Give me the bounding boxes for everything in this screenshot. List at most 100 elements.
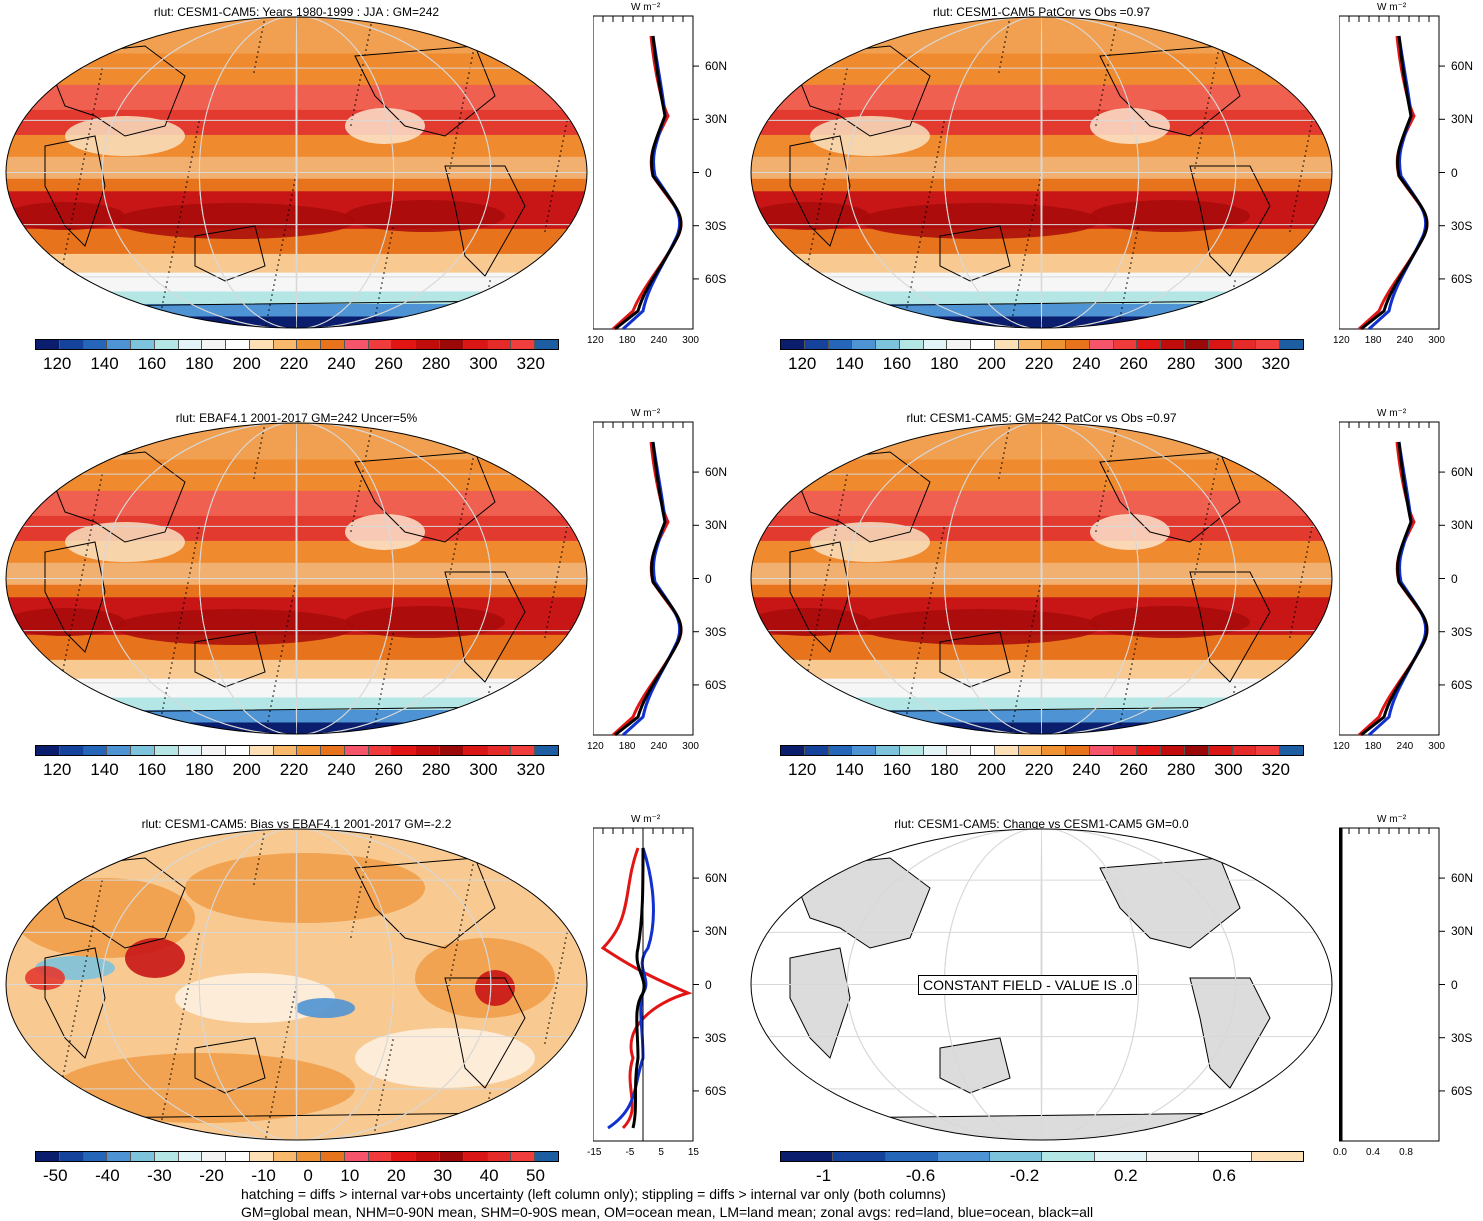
colorbar-swatch (368, 340, 393, 349)
coastline (939, 225, 1011, 282)
stipple-dot (89, 534, 91, 536)
stipple-dot (175, 642, 177, 644)
colorbar-labels: 120 140 160 180 200 220 240 260 280 300 320 (788, 354, 1290, 374)
stipple-dot (1133, 653, 1135, 655)
stipple-dot (457, 939, 459, 941)
stipple-dot (447, 989, 449, 991)
stipple-dot (256, 56, 258, 58)
stipple-dot (924, 216, 926, 218)
stipple-dot (370, 836, 372, 838)
stipple-dot (943, 527, 945, 529)
colorbar-swatch (297, 1152, 322, 1161)
stipple-dot (1024, 660, 1026, 662)
stipple-dot (190, 567, 192, 569)
stipple-dot (58, 1095, 60, 1097)
colorbar-swatch (463, 340, 488, 349)
stipple-dot (80, 579, 82, 581)
graticule-meridian (295, 423, 298, 734)
stipple-dot (83, 564, 85, 566)
stipple-dot (842, 494, 844, 496)
colorbar-swatch (440, 340, 464, 349)
stipple-dot (361, 69, 363, 71)
colorbar-label: 320 (516, 760, 545, 779)
stipple-dot (267, 314, 269, 316)
stipple-dot (1005, 36, 1007, 38)
colorbar-label: 280 (1166, 760, 1196, 779)
stipple-dot (1028, 640, 1030, 642)
stipple-dot (840, 98, 842, 100)
zonal-x-tick: 0.8 (1399, 1147, 1413, 1158)
zonal-line-all (1360, 35, 1429, 331)
zonal-x-tick: 300 (1428, 335, 1445, 346)
stipple-dot (356, 906, 358, 908)
stipple-dot (1232, 696, 1234, 698)
stipple-dot (168, 677, 170, 679)
stipple-dot (563, 541, 565, 543)
stipple-dot (1225, 731, 1227, 733)
stipple-dot (1001, 462, 1003, 464)
map-outline (750, 16, 1333, 329)
stipple-dot (1318, 85, 1320, 87)
stipple-dot (258, 858, 260, 860)
stipple-dot (477, 27, 479, 29)
stipple-dot (372, 1139, 374, 1140)
stipple-dot (461, 107, 463, 109)
stipple-dot (1205, 518, 1207, 520)
stipple-dot (75, 604, 77, 606)
stipple-dot (176, 231, 178, 233)
stipple-dot (178, 221, 180, 223)
stipple-dot (814, 228, 816, 230)
stipple-dot (185, 186, 187, 188)
stipple-dot (585, 431, 587, 433)
stipple-dot (830, 148, 832, 150)
stipple-dot (549, 205, 551, 207)
colorbar-swatch (416, 746, 441, 755)
stipple-dot (586, 832, 587, 834)
stipple-dot (1221, 32, 1223, 34)
stipple-dot (1013, 715, 1015, 717)
zonal-line-land (600, 847, 693, 1130)
lat-label: 60S (1451, 271, 1473, 286)
stipple-dot (184, 1003, 186, 1005)
stipple-dot (256, 868, 258, 870)
stipple-dot (1305, 150, 1307, 152)
lat-label: 60S (705, 677, 727, 692)
stipple-dot (553, 591, 555, 593)
stipple-dot (65, 654, 67, 656)
stipple-dot (59, 278, 61, 280)
stipple-dot (823, 589, 825, 591)
stipple-dot (196, 131, 198, 133)
stipple-dot (488, 691, 490, 693)
stipple-dot (361, 475, 363, 477)
stipple-dot (1130, 668, 1132, 670)
stipple-dot (99, 78, 101, 80)
stipple-dot (571, 501, 573, 503)
stipple-dot (267, 720, 269, 722)
stipple-dot (1328, 441, 1330, 443)
stipple-dot (932, 582, 934, 584)
stipple-dot (288, 209, 290, 211)
colorbar-swatch (833, 1152, 886, 1161)
colorbar-label: -50 (43, 1166, 68, 1185)
stipple-dot (66, 649, 68, 651)
stipple-dot (391, 1044, 393, 1046)
colorbar-swatch (154, 746, 179, 755)
colorbar-swatch (107, 1152, 132, 1161)
stipple-dot (483, 716, 485, 718)
colorbar-swatch (178, 746, 203, 755)
stipple-dot (1289, 636, 1291, 638)
stipple-dot (282, 645, 284, 647)
stipple-dot (820, 198, 822, 200)
colorbar-swatch (344, 340, 369, 349)
stipple-dot (479, 17, 481, 19)
stipple-dot (1192, 177, 1194, 179)
colorbar-swatch (83, 746, 108, 755)
stipple-dot (907, 707, 909, 709)
stipple-dot (64, 253, 66, 255)
stipple-dot (908, 296, 910, 298)
stipple-dot (164, 1103, 166, 1105)
colorbar-label: 20 (386, 1166, 406, 1185)
stipple-dot (84, 965, 86, 967)
stipple-dot (1011, 319, 1013, 321)
stipple-dot (158, 321, 160, 323)
